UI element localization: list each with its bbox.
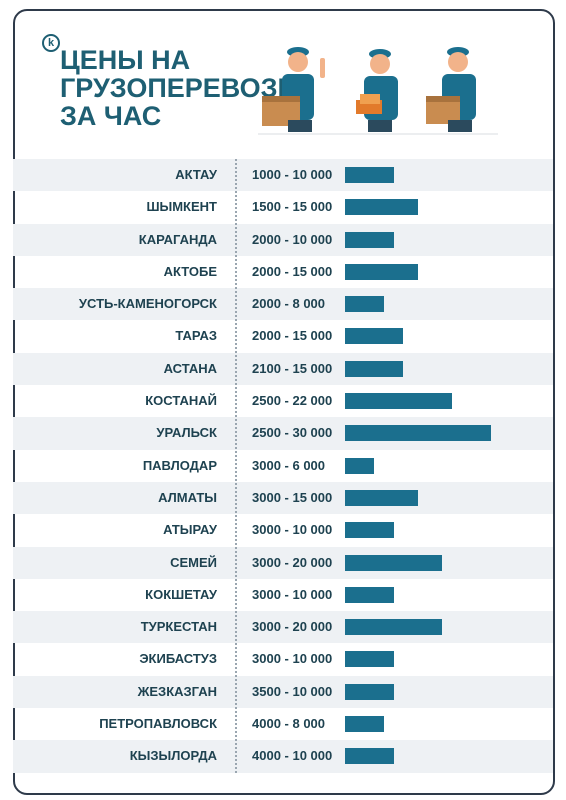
price-range-label: 2000 - 15 000 <box>252 263 333 279</box>
price-range-label: 2100 - 15 000 <box>252 360 333 376</box>
price-range-label: 2500 - 30 000 <box>252 425 333 441</box>
table-row: ЭКИБАСТУЗ 3000 - 10 000 <box>13 643 553 675</box>
price-range-label: 2000 - 15 000 <box>252 328 333 344</box>
price-range-label: 3000 - 20 000 <box>252 554 333 570</box>
price-bar <box>345 748 394 765</box>
city-label: КОКШЕТАУ <box>145 586 217 602</box>
price-bar <box>345 328 404 345</box>
price-bar <box>345 425 491 442</box>
table-row: ЖЕЗКАЗГАН 3500 - 10 000 <box>13 675 553 709</box>
price-bar <box>345 489 418 506</box>
price-range-label: 4000 - 10 000 <box>252 748 333 764</box>
price-bar <box>345 457 375 474</box>
price-range-label: 2000 - 10 000 <box>252 231 333 247</box>
price-bar <box>345 231 394 248</box>
table-row: КЫЗЫЛОРДА 4000 - 10 000 <box>13 740 553 773</box>
table-row: АКТАУ 1000 - 10 000 <box>13 159 553 192</box>
price-bar <box>345 619 443 636</box>
city-label: ТАРАЗ <box>175 328 217 344</box>
price-range-label: 3000 - 6 000 <box>252 457 326 473</box>
price-bar <box>345 683 394 700</box>
title-line-3: ЗА ЧАС <box>60 101 162 131</box>
price-bar <box>345 296 384 313</box>
city-label: АЛМАТЫ <box>158 489 217 505</box>
city-label: ПЕТРОПАВЛОВСК <box>99 716 217 732</box>
price-range-label: 3000 - 10 000 <box>252 586 333 602</box>
table-row: КОСТАНАЙ 2500 - 22 000 <box>13 385 553 417</box>
city-label: ЭКИБАСТУЗ <box>139 651 217 667</box>
price-bar <box>345 586 394 603</box>
logo-icon: k <box>42 34 60 52</box>
table-row: УРАЛЬСК 2500 - 30 000 <box>13 417 553 450</box>
table-row: ПАВЛОДАР 3000 - 6 000 <box>13 450 553 482</box>
price-range-label: 3000 - 20 000 <box>252 619 333 635</box>
price-range-label: 4000 - 8 000 <box>252 716 326 732</box>
city-label: АСТАНА <box>163 360 217 376</box>
price-bar <box>345 167 394 183</box>
price-bar <box>345 651 394 668</box>
table-row: КАРАГАНДА 2000 - 10 000 <box>13 223 553 256</box>
price-range-label: 2000 - 8 000 <box>252 296 326 312</box>
price-range-label: 3500 - 10 000 <box>252 683 333 699</box>
table-row: АКТОБЕ 2000 - 15 000 <box>13 256 553 288</box>
mover-3-icon <box>426 47 476 132</box>
city-label: КАРАГАНДА <box>138 231 217 247</box>
mover-2-icon <box>356 49 398 132</box>
table-row: АТЫРАУ 3000 - 10 000 <box>13 514 553 546</box>
table-row: УСТЬ-КАМЕНОГОРСК 2000 - 8 000 <box>13 288 553 321</box>
table-row: ПЕТРОПАВЛОВСК 4000 - 8 000 <box>13 708 553 740</box>
price-bar <box>345 393 453 410</box>
city-label: ЖЕЗКАЗГАН <box>137 683 217 699</box>
table-row: КОКШЕТАУ 3000 - 10 000 <box>13 579 553 611</box>
table-row: ТАРАЗ 2000 - 15 000 <box>13 320 553 352</box>
table-row: АЛМАТЫ 3000 - 15 000 <box>13 481 553 515</box>
table-row: ШЫМКЕНТ 1500 - 15 000 <box>13 191 553 223</box>
price-range-label: 3000 - 10 000 <box>252 651 333 667</box>
price-bar <box>345 522 394 539</box>
city-label: АКТОБЕ <box>163 263 217 279</box>
table-row: СЕМЕЙ 3000 - 20 000 <box>13 546 553 579</box>
city-label: ПАВЛОДАР <box>142 457 217 473</box>
movers-illustration <box>258 47 498 135</box>
city-label: КОСТАНАЙ <box>145 393 217 409</box>
price-range-label: 2500 - 22 000 <box>252 393 333 409</box>
price-bar <box>345 554 443 571</box>
table-row: ТУРКЕСТАН 3000 - 20 000 <box>13 611 553 644</box>
city-label: УСТЬ-КАМЕНОГОРСК <box>78 296 217 312</box>
city-label: АТЫРАУ <box>163 522 217 538</box>
city-label: СЕМЕЙ <box>170 554 217 570</box>
city-label: УРАЛЬСК <box>156 425 217 441</box>
city-label: ШЫМКЕНТ <box>146 199 217 215</box>
price-range-label: 1000 - 10 000 <box>252 167 333 182</box>
city-label: КЫЗЫЛОРДА <box>129 748 217 764</box>
infographic-frame <box>13 9 555 795</box>
city-label: ТУРКЕСТАН <box>140 619 217 635</box>
price-range-label: 3000 - 15 000 <box>252 489 333 505</box>
column-divider <box>235 159 237 773</box>
price-bar <box>345 263 418 280</box>
price-range-label: 3000 - 10 000 <box>252 522 333 538</box>
price-bar <box>345 199 418 216</box>
table-row: АСТАНА 2100 - 15 000 <box>13 352 553 386</box>
price-table: АКТАУ 1000 - 10 000 ШЫМКЕНТ 1500 - 15 000 КА… <box>13 159 553 773</box>
title-line-1: ЦЕНЫ НА <box>60 45 191 75</box>
mover-1-icon <box>262 47 325 132</box>
city-label: АКТАУ <box>175 167 217 182</box>
price-bar <box>345 716 384 733</box>
price-bar <box>345 360 404 377</box>
price-range-label: 1500 - 15 000 <box>252 199 333 215</box>
